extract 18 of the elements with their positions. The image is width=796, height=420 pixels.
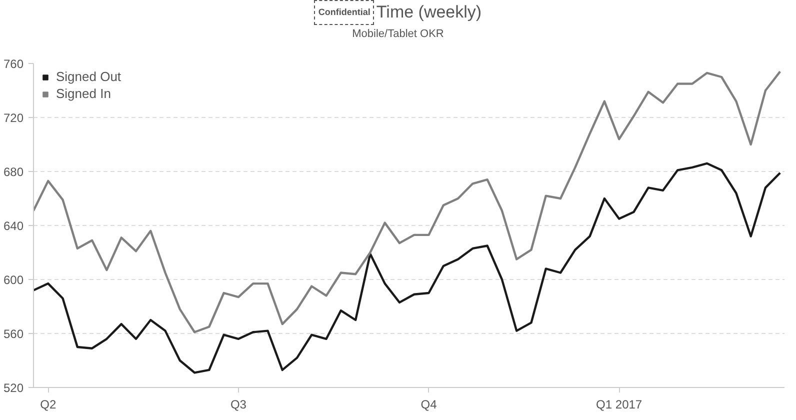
chart-subtitle: Mobile/Tablet OKR — [351, 26, 445, 42]
x-tick-label: Q3 — [230, 398, 247, 412]
y-tick-label: 600 — [3, 273, 24, 287]
y-tick-label: 680 — [3, 165, 24, 179]
legend-label: Signed Out — [56, 69, 122, 84]
x-tick-label: Q1 2017 — [596, 398, 642, 412]
y-tick-label: 560 — [3, 327, 24, 341]
x-tick-label: Q2 — [40, 398, 56, 412]
x-tick-label: Q4 — [420, 398, 438, 412]
y-tick-label: 520 — [3, 381, 24, 395]
y-tick-label: 720 — [3, 111, 24, 125]
y-tick-label: 760 — [3, 57, 24, 71]
chart-title: Time (weekly) — [376, 2, 482, 22]
line-series — [34, 162, 782, 374]
line-series — [34, 70, 782, 334]
text: Confidential — [314, 0, 374, 25]
legend-label: Signed In — [56, 86, 111, 101]
y-tick-label: 640 — [3, 219, 24, 233]
